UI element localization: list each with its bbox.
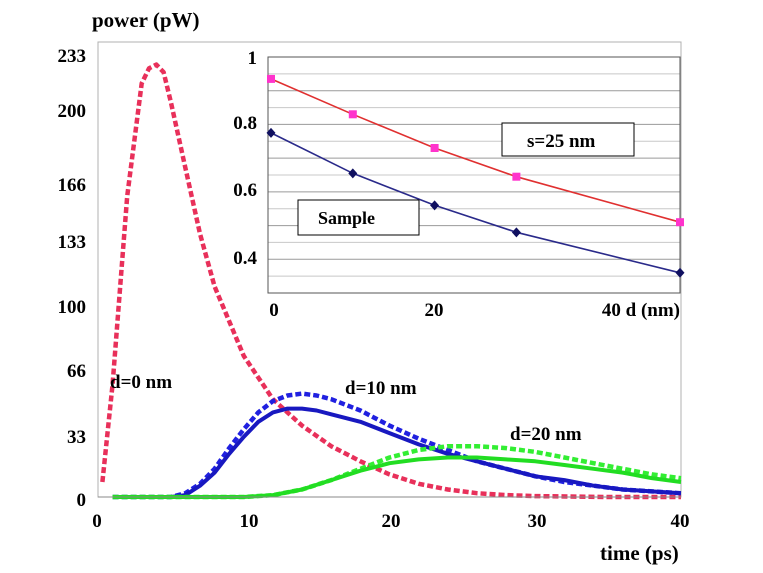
inset-point-0-0 (267, 74, 275, 83)
main-series-line-4 (112, 455, 682, 499)
inset-point-0-3 (512, 172, 521, 181)
inset-legend-sample: Sample (297, 199, 420, 236)
inset-frame (267, 56, 681, 294)
inset-point-1-4 (675, 267, 685, 278)
inset-point-1-3 (511, 227, 521, 238)
annotation-d20: d=20 nm (510, 424, 582, 445)
main-ytick-label: 133 (58, 232, 87, 253)
legend-box (297, 199, 420, 236)
main-xtick-label: 30 (528, 511, 547, 532)
main-ytick-label: 166 (58, 175, 87, 196)
inset-chart: 1 0.8 0.6 0.4 0 20 40 d (nm) s=25 nm Sam… (233, 48, 685, 321)
main-y-axis-label: power (pW) (92, 8, 200, 32)
main-ytick-label: 66 (67, 361, 86, 382)
legend-box (501, 122, 635, 157)
inset-series-group (266, 74, 685, 278)
main-xtick-label: 0 (92, 511, 102, 532)
inset-point-0-2 (430, 144, 439, 152)
main-series-group (100, 62, 682, 500)
inset-xtick-label: 40 d (nm) (602, 300, 680, 321)
main-xtick-label: 20 (382, 511, 401, 532)
main-series-line-0 (100, 62, 681, 500)
annotation-d0: d=0 nm (110, 372, 172, 393)
main-y-ticks: 233 200 166 133 100 66 33 0 (58, 46, 87, 511)
inset-point-1-1 (348, 168, 358, 179)
main-ytick-label: 0 (77, 490, 87, 511)
main-ytick-label: 33 (67, 427, 86, 448)
main-xtick-label: 10 (240, 511, 259, 532)
main-ytick-label: 200 (58, 101, 87, 122)
legend-label: s=25 nm (527, 131, 596, 152)
inset-ytick-label: 1 (248, 48, 258, 69)
main-x-ticks: 0 10 20 30 40 (92, 511, 689, 532)
inset-legend-s25: s=25 nm (501, 122, 635, 157)
inset-ytick-label: 0.6 (233, 180, 257, 201)
main-x-axis-label: time (ps) (600, 541, 679, 565)
inset-point-0-1 (348, 110, 357, 119)
inset-ytick-label: 0.4 (233, 248, 257, 269)
inset-point-1-0 (266, 127, 276, 138)
inset-point-1-2 (430, 200, 440, 211)
inset-point-0-4 (676, 218, 684, 227)
main-series-line-2 (112, 406, 682, 499)
main-series-line-1 (112, 391, 682, 500)
inset-xtick-label: 20 (425, 300, 444, 321)
annotation-d10: d=10 nm (345, 378, 417, 399)
inset-xtick-label: 0 (269, 300, 279, 321)
main-xtick-label: 40 (671, 511, 690, 532)
main-ytick-label: 233 (58, 46, 87, 67)
legend-label: Sample (318, 208, 375, 228)
main-ytick-label: 100 (58, 297, 87, 318)
inset-ytick-label: 0.8 (233, 113, 257, 134)
